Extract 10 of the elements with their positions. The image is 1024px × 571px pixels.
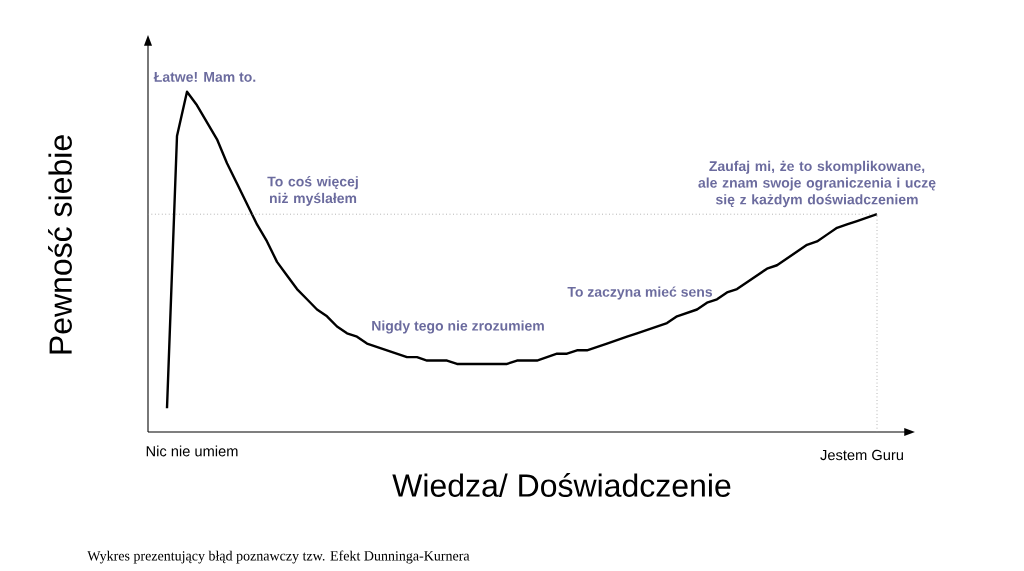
text: Wykres prezentujący błąd poznawczy tzw. Efekt Dunninga-Kurnera [87,550,470,564]
annotation: Zaufaj mi, że to skomplikowane, ale znam swoje ograniczenia i uczę się z każdym doświadczeniem [698,160,936,208]
annotation: To coś więcej niż myślałem [267,176,358,206]
text: Nic nie umiem [146,445,238,457]
text: Łatwe! Mam to. [153,72,256,82]
annotation: Nigdy tego nie zrozumiem [372,320,544,334]
x-axis-title: Wiedza/ Doświadczenie [392,473,731,497]
annotation: To zaczyna mieć sens [567,286,713,300]
text: Jestem Guru [820,449,903,461]
y-axis-title: Pewność siebie [48,135,72,354]
